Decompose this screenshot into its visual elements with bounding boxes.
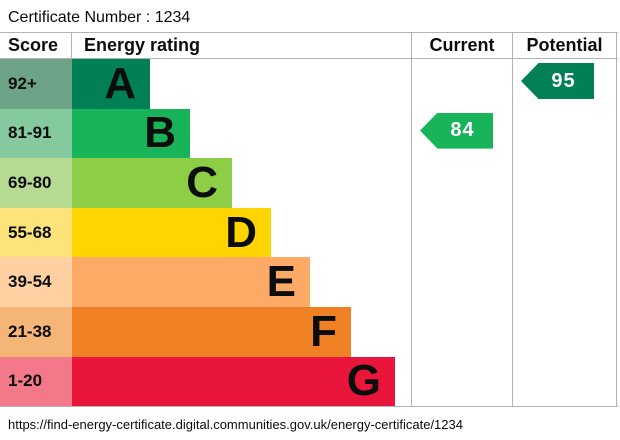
score-range-g: 1-20 [0,356,72,407]
band-row-g: 1-20 G [0,356,618,407]
band-row-f: 21-38 F [0,306,618,357]
score-range-a: 92+ [0,59,72,109]
current-cell-e [411,257,512,307]
band-bar-d: D [72,207,271,258]
potential-cell-f [512,306,617,357]
band-row-d: 55-68 D [0,207,618,258]
band-bar-b: B [72,108,190,159]
certificate-number-title: Certificate Number : 1234 [8,9,191,26]
energy-rating-table: Score Energy rating Current Potential 92… [0,32,618,408]
band-bar-g: G [72,356,395,407]
header-potential: Potential [512,33,617,58]
potential-cell-e [512,257,617,307]
band-row-b: 81-91 B 84 [0,108,618,159]
potential-cell-d [512,207,617,258]
current-cell-c [411,158,512,208]
band-row-a: 92+ A 95 [0,59,618,109]
potential-cell-a: 95 [512,59,617,109]
potential-rating-arrow: 95 [521,63,594,99]
current-cell-a [411,59,512,109]
current-cell-b: 84 [411,108,512,159]
current-cell-f [411,306,512,357]
current-cell-g [411,356,512,407]
band-row-c: 69-80 C [0,158,618,208]
potential-cell-b [512,108,617,159]
band-bar-a: A [72,59,150,109]
score-range-f: 21-38 [0,306,72,357]
header-energy-rating: Energy rating [84,35,201,55]
potential-cell-g [512,356,617,407]
table-header-row: Score Energy rating Current Potential [0,33,618,59]
header-score: Score [0,33,72,58]
score-range-b: 81-91 [0,108,72,159]
header-current: Current [411,33,512,58]
current-rating-arrow: 84 [420,112,493,149]
certificate-url: https://find-energy-certificate.digital.… [8,417,463,433]
band-bar-c: C [72,158,232,208]
score-range-e: 39-54 [0,257,72,307]
band-row-e: 39-54 E [0,257,618,307]
score-range-c: 69-80 [0,158,72,208]
potential-cell-c [512,158,617,208]
band-bar-e: E [72,257,310,307]
band-bar-f: F [72,306,351,357]
score-range-d: 55-68 [0,207,72,258]
current-cell-d [411,207,512,258]
